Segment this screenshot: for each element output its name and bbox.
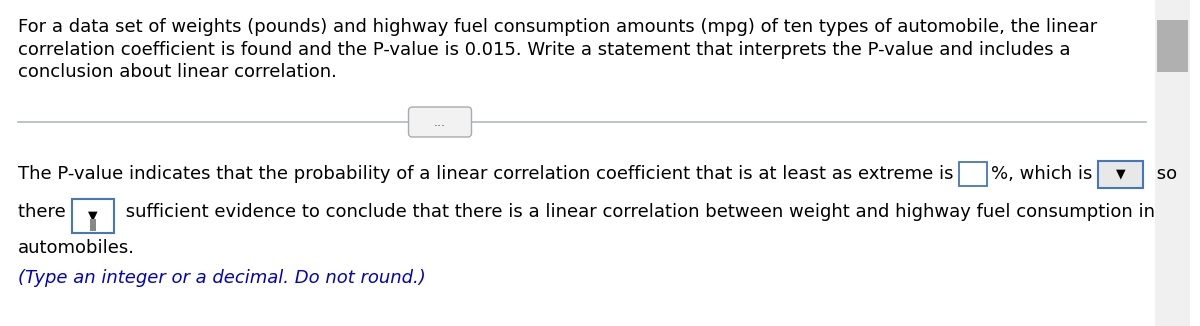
FancyBboxPatch shape <box>72 199 114 233</box>
Text: (Type an integer or a decimal. Do not round.): (Type an integer or a decimal. Do not ro… <box>18 269 426 287</box>
Text: so: so <box>1151 165 1177 183</box>
Text: conclusion about linear correlation.: conclusion about linear correlation. <box>18 63 337 81</box>
Text: correlation coefficient is found and the P-value is 0.015. Write a statement tha: correlation coefficient is found and the… <box>18 40 1070 58</box>
Bar <box>1157 20 1188 72</box>
Text: automobiles.: automobiles. <box>18 239 134 257</box>
FancyBboxPatch shape <box>1098 160 1144 187</box>
Text: For a data set of weights (pounds) and highway fuel consumption amounts (mpg) of: For a data set of weights (pounds) and h… <box>18 18 1097 36</box>
Text: ...: ... <box>434 115 446 128</box>
Text: ▼: ▼ <box>88 210 97 223</box>
Text: The P-value indicates that the probability of a linear correlation coefficient t: The P-value indicates that the probabili… <box>18 165 959 183</box>
FancyBboxPatch shape <box>408 107 472 137</box>
Bar <box>1154 0 1190 326</box>
Text: sufficient evidence to conclude that there is a linear correlation between weigh: sufficient evidence to conclude that the… <box>120 203 1154 221</box>
Text: ▼: ▼ <box>1116 168 1126 181</box>
FancyBboxPatch shape <box>959 162 988 186</box>
Text: there: there <box>18 203 72 221</box>
Bar <box>90 219 96 231</box>
Text: %, which is: %, which is <box>991 165 1098 183</box>
